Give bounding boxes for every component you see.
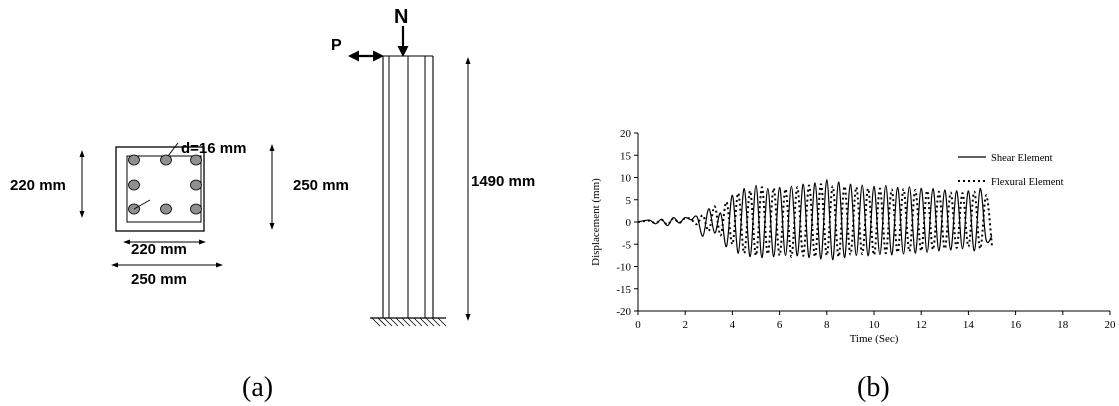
chart-legend: Shear Element Flexural Element [958,153,1064,188]
y-tick-label: 15 [620,150,632,162]
dim-arrow [465,314,471,321]
x-axis-label: Time (Sec) [850,333,899,345]
y-tick-label: -10 [616,262,631,274]
x-tick-label: 0 [635,319,641,331]
y-tick-label: -15 [616,284,631,296]
rebar [128,179,140,191]
rebar-group [128,154,202,215]
rebar [190,179,202,191]
dim-arrow [199,239,206,245]
cross-section: d=16 mm 220 mm 220 mm 250 mm 250 mm [10,140,349,288]
x-tick-label: 14 [963,319,975,331]
x-tick-label: 20 [1105,319,1117,331]
series-line-flexural-element [637,183,993,258]
x-tick-label: 12 [916,319,927,331]
lateral-load-arrowhead-left [348,50,359,62]
stirrup-hook-line [133,199,151,210]
dim-arrow [269,144,275,151]
x-tick-label: 18 [1057,319,1069,331]
legend-label-flexural: Flexural Element [991,177,1064,188]
y-tick-label: -5 [622,239,632,251]
x-tick-label: 2 [682,319,688,331]
dim-arrow [79,150,85,157]
column-elevation: N P 1490 mm [331,6,535,327]
outer-height-label: 250 mm [293,177,349,194]
outer-width-label: 250 mm [131,271,187,288]
caption-b: (b) [857,372,890,403]
dim-arrow [465,57,471,64]
lateral-load-label: P [331,37,342,54]
chart-ticks: 20 15 10 5 0 -5 -10 -15 -20 0 2 4 6 8 10 12 14 16 18 20 [616,128,1116,331]
dim-arrow [269,223,275,230]
inner-width-label: 220 mm [131,241,187,258]
axial-load-label: N [394,6,408,28]
dim-arrow [216,262,223,268]
rebar [128,154,140,166]
bar-leader-line [167,142,179,157]
dim-arrow [79,211,85,218]
outer-section-outline [115,146,205,232]
legend-label-shear: Shear Element [991,153,1053,164]
column-height-label: 1490 mm [471,173,535,190]
y-tick-label: 5 [626,195,632,207]
displacement-chart: 20 15 10 5 0 -5 -10 -15 -20 0 2 4 6 8 10 12 14 16 18 20 Dis… [590,128,1116,345]
inner-height-label: 220 mm [10,177,66,194]
series-line-shear-element [637,179,993,261]
rebar [160,154,172,166]
y-tick-label: -20 [616,306,631,318]
fixed-support-hatch [371,317,447,327]
y-axis-label: Displacement (mm) [590,178,602,266]
y-tick-label: 20 [620,128,632,140]
x-tick-label: 4 [730,319,736,331]
caption-a: (a) [242,372,273,403]
x-tick-label: 10 [869,319,881,331]
x-tick-label: 16 [1010,319,1022,331]
axial-load-arrowhead [397,46,409,57]
rebar [190,203,202,215]
rebar [160,203,172,215]
dim-arrow [123,239,130,245]
rebar [190,154,202,166]
dim-arrow [111,262,118,268]
x-tick-label: 6 [777,319,783,331]
x-tick-label: 8 [824,319,830,331]
y-tick-label: 10 [620,173,632,185]
bar-diameter-label: d=16 mm [181,140,246,157]
lateral-load-arrowhead-right [373,50,384,62]
y-tick-label: 0 [626,217,632,229]
